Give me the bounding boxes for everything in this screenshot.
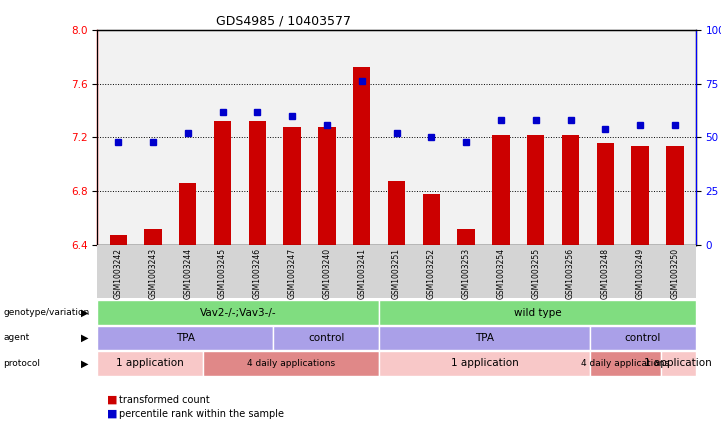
- Text: GSM1003250: GSM1003250: [671, 248, 679, 299]
- Bar: [492, 135, 510, 245]
- Text: agent: agent: [4, 333, 30, 343]
- Bar: [203, 351, 379, 376]
- Text: ▶: ▶: [81, 308, 89, 318]
- Bar: [423, 194, 440, 245]
- Bar: [273, 326, 379, 350]
- Bar: [97, 300, 379, 325]
- Bar: [527, 135, 544, 245]
- Bar: [249, 121, 266, 245]
- Text: GSM1003247: GSM1003247: [288, 248, 296, 299]
- Text: protocol: protocol: [4, 359, 40, 368]
- Bar: [379, 326, 590, 350]
- Bar: [379, 300, 696, 325]
- Bar: [562, 135, 579, 245]
- Bar: [388, 181, 405, 245]
- Bar: [590, 351, 660, 376]
- Text: GSM1003251: GSM1003251: [392, 248, 401, 299]
- Text: GSM1003241: GSM1003241: [358, 248, 366, 299]
- Text: percentile rank within the sample: percentile rank within the sample: [119, 409, 284, 419]
- Text: wild type: wild type: [513, 308, 561, 318]
- Bar: [318, 126, 336, 245]
- Text: ▶: ▶: [81, 358, 89, 368]
- Bar: [144, 229, 162, 245]
- Text: ▶: ▶: [81, 333, 89, 343]
- Bar: [590, 326, 696, 350]
- Text: GSM1003252: GSM1003252: [427, 248, 435, 299]
- Bar: [666, 146, 684, 245]
- Bar: [457, 229, 475, 245]
- Bar: [379, 351, 590, 376]
- Text: ■: ■: [107, 409, 117, 419]
- Text: 4 daily applications: 4 daily applications: [247, 359, 335, 368]
- Text: TPA: TPA: [176, 333, 195, 343]
- Text: GSM1003245: GSM1003245: [218, 248, 227, 299]
- Text: GSM1003244: GSM1003244: [183, 248, 193, 299]
- Bar: [110, 234, 127, 245]
- Text: 4 daily applications: 4 daily applications: [581, 359, 669, 368]
- Text: GSM1003243: GSM1003243: [149, 248, 157, 299]
- Bar: [283, 126, 301, 245]
- Text: ■: ■: [107, 395, 117, 405]
- Bar: [596, 143, 614, 245]
- Text: GSM1003256: GSM1003256: [566, 248, 575, 299]
- Bar: [97, 326, 273, 350]
- Text: GDS4985 / 10403577: GDS4985 / 10403577: [216, 15, 351, 28]
- Text: genotype/variation: genotype/variation: [4, 308, 90, 317]
- Text: GSM1003248: GSM1003248: [601, 248, 610, 299]
- Text: GSM1003240: GSM1003240: [322, 248, 332, 299]
- Text: 1 application: 1 application: [116, 358, 184, 368]
- Text: GSM1003249: GSM1003249: [636, 248, 645, 299]
- Bar: [632, 146, 649, 245]
- Text: TPA: TPA: [475, 333, 494, 343]
- Bar: [660, 351, 696, 376]
- Text: GSM1003242: GSM1003242: [114, 248, 123, 299]
- Text: 1 application: 1 application: [645, 358, 712, 368]
- Text: GSM1003255: GSM1003255: [531, 248, 540, 299]
- Bar: [353, 67, 371, 245]
- Text: GSM1003254: GSM1003254: [497, 248, 505, 299]
- Bar: [214, 121, 231, 245]
- Text: control: control: [625, 333, 661, 343]
- Text: GSM1003253: GSM1003253: [461, 248, 471, 299]
- Text: control: control: [308, 333, 345, 343]
- Bar: [179, 183, 197, 245]
- Text: Vav2-/-;Vav3-/-: Vav2-/-;Vav3-/-: [200, 308, 276, 318]
- Text: 1 application: 1 application: [451, 358, 518, 368]
- Text: transformed count: transformed count: [119, 395, 210, 405]
- Text: GSM1003246: GSM1003246: [253, 248, 262, 299]
- Bar: [97, 351, 203, 376]
